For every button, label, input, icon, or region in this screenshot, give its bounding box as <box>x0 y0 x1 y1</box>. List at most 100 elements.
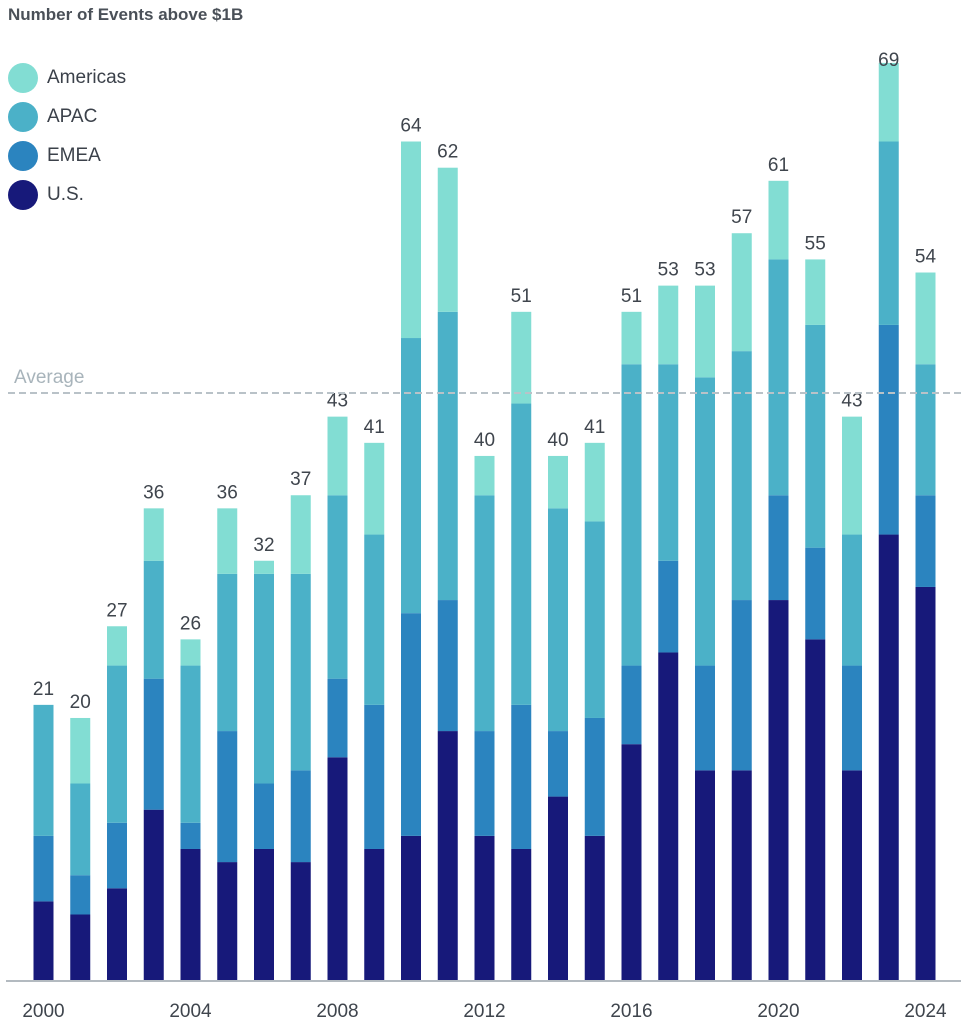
bar-segment-americas-2020 <box>768 180 789 260</box>
legend-label-emea: EMEA <box>47 144 101 166</box>
bar-segment-emea-2014 <box>548 731 568 797</box>
legend-item-us: U.S. <box>8 175 126 214</box>
bar-segment-emea-2023 <box>878 324 899 535</box>
bar-segment-americas-2022 <box>842 416 862 535</box>
x-tick-label-2024: 2024 <box>904 1001 947 1022</box>
bar-segment-u-s-2002 <box>107 888 127 980</box>
bar-segment-u-s-2016 <box>621 744 642 980</box>
data-label-2020: 61 <box>768 155 789 176</box>
bar-segment-apac-2001 <box>70 783 91 876</box>
data-label-2004: 26 <box>180 613 201 634</box>
bar-segment-apac-2012 <box>474 495 495 732</box>
bar-segment-emea-2012 <box>474 731 495 836</box>
legend-swatch-apac <box>8 101 38 132</box>
bar-segment-u-s-2014 <box>548 796 568 980</box>
x-tick-label-2016: 2016 <box>610 1001 652 1022</box>
legend-item-apac: APAC <box>8 97 126 136</box>
data-label-2003: 36 <box>143 482 164 503</box>
bar-segment-u-s-2023 <box>878 534 899 980</box>
bar-segment-apac-2022 <box>842 534 862 666</box>
legend-label-us: U.S. <box>47 183 84 205</box>
bar-segment-apac-2021 <box>805 324 826 548</box>
bar-segment-americas-2006 <box>254 560 274 574</box>
bar-segment-emea-2018 <box>695 665 715 771</box>
bar-segment-apac-2009 <box>364 534 385 705</box>
bar-segment-u-s-2004 <box>180 848 201 980</box>
bar-segment-u-s-2008 <box>327 757 348 980</box>
bar-segment-emea-2017 <box>658 560 679 653</box>
bar-segment-emea-2009 <box>364 704 385 849</box>
bar-segment-emea-2000 <box>33 835 54 902</box>
bar-segment-americas-2004 <box>180 639 201 666</box>
data-label-2014: 40 <box>547 430 568 451</box>
data-label-2022: 43 <box>841 391 862 412</box>
data-label-2007: 37 <box>290 469 311 490</box>
data-label-2016: 51 <box>621 286 642 307</box>
bar-segment-americas-2007 <box>290 495 311 574</box>
bar-segment-emea-2008 <box>327 678 348 758</box>
data-label-2005: 36 <box>217 482 238 503</box>
bar-segment-emea-2015 <box>584 717 605 836</box>
data-label-2017: 53 <box>658 260 679 281</box>
bar-segment-apac-2005 <box>217 573 238 732</box>
data-label-2000: 21 <box>33 679 54 700</box>
bar-segment-u-s-2011 <box>437 731 458 980</box>
bar-segment-americas-2001 <box>70 717 91 784</box>
bar-segment-u-s-2021 <box>805 639 826 980</box>
bar-segment-emea-2007 <box>290 770 311 863</box>
bar-segment-u-s-2018 <box>695 770 715 980</box>
bar-segment-americas-2021 <box>805 259 826 325</box>
chart-title: Number of Events above $1B <box>8 5 244 24</box>
bar-segment-u-s-2001 <box>70 914 91 980</box>
data-label-2006: 32 <box>253 535 274 556</box>
bar-segment-emea-2016 <box>621 665 642 745</box>
bar-segment-emea-2011 <box>437 600 458 732</box>
legend-label-americas: Americas <box>47 66 127 88</box>
legend-item-americas: Americas <box>8 58 126 97</box>
data-label-2015: 41 <box>584 417 605 438</box>
bar-segment-emea-2002 <box>107 822 127 889</box>
data-label-2018: 53 <box>694 260 715 281</box>
bar-segment-americas-2012 <box>474 455 495 496</box>
x-tick-label-2008: 2008 <box>316 1001 358 1022</box>
bar-segment-apac-2000 <box>33 704 54 836</box>
bar-segment-apac-2016 <box>621 364 642 666</box>
bar-segment-u-s-2000 <box>33 901 54 980</box>
data-label-2019: 57 <box>731 207 752 228</box>
bar-segment-u-s-2006 <box>254 848 274 980</box>
bar-segment-apac-2007 <box>290 573 311 771</box>
data-label-2010: 64 <box>400 116 422 137</box>
bar-segment-americas-2014 <box>548 455 568 509</box>
data-label-2009: 41 <box>364 417 385 438</box>
bar-segment-u-s-2013 <box>511 848 532 980</box>
bar-segment-emea-2019 <box>731 600 752 771</box>
bar-segment-americas-2013 <box>511 311 532 404</box>
bar-segment-u-s-2010 <box>401 835 421 980</box>
data-label-2023: 69 <box>878 50 899 71</box>
bar-segment-u-s-2024 <box>915 586 936 980</box>
bar-segment-americas-2019 <box>731 233 752 352</box>
x-tick-label-2020: 2020 <box>757 1001 799 1022</box>
data-label-2002: 27 <box>106 600 127 621</box>
bar-segment-emea-2005 <box>217 731 238 863</box>
bar-segment-apac-2024 <box>915 364 936 496</box>
bar-segment-emea-2020 <box>768 495 789 601</box>
bar-segment-u-s-2017 <box>658 652 679 980</box>
bar-segment-apac-2020 <box>768 259 789 496</box>
bar-segment-apac-2006 <box>254 573 274 784</box>
bar-segment-emea-2013 <box>511 704 532 849</box>
average-label: Average <box>14 367 84 388</box>
bar-segment-apac-2010 <box>401 338 421 614</box>
bar-segment-emea-2021 <box>805 547 826 640</box>
bar-segment-apac-2011 <box>437 311 458 601</box>
x-tick-label-2000: 2000 <box>22 1001 64 1022</box>
data-label-2021: 55 <box>805 233 826 254</box>
data-label-2013: 51 <box>511 286 532 307</box>
bar-segment-emea-2006 <box>254 783 274 849</box>
bar-segment-apac-2019 <box>731 351 752 601</box>
bar-segment-u-s-2009 <box>364 848 385 980</box>
data-label-2008: 43 <box>327 391 348 412</box>
bar-segment-americas-2015 <box>584 442 605 522</box>
bar-segment-apac-2002 <box>107 665 127 823</box>
